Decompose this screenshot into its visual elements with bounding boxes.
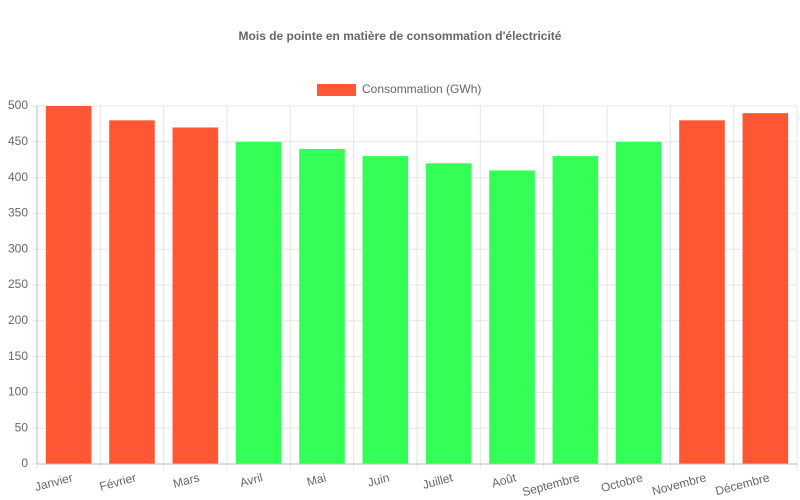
y-tick-label: 400 xyxy=(8,170,28,184)
x-tick-label: Mai xyxy=(305,470,327,489)
bar xyxy=(615,141,662,465)
y-tick-label: 250 xyxy=(8,277,28,291)
bar xyxy=(489,170,535,464)
bar xyxy=(679,120,725,464)
bar xyxy=(172,127,219,464)
y-tick-label: 350 xyxy=(8,206,28,220)
legend-swatch xyxy=(317,84,356,96)
y-tick-label: 500 xyxy=(8,98,28,112)
bar xyxy=(45,106,92,464)
x-tick-label: Mars xyxy=(172,470,201,490)
bar xyxy=(299,148,345,464)
y-tick-label: 100 xyxy=(8,385,28,399)
y-tick-label: 150 xyxy=(8,349,28,363)
x-tick-label: Juin xyxy=(366,470,391,489)
chart-title: Mois de pointe en matière de consommatio… xyxy=(239,29,562,43)
bar xyxy=(109,120,155,464)
y-tick-label: 200 xyxy=(8,313,28,327)
legend-label: Consommation (GWh) xyxy=(362,82,481,96)
bar xyxy=(552,156,599,464)
bar xyxy=(425,163,472,464)
x-tick-label: Avril xyxy=(238,470,264,490)
y-tick-label: 450 xyxy=(8,134,28,148)
y-tick-label: 0 xyxy=(21,456,28,470)
bar xyxy=(742,113,789,464)
bar xyxy=(235,141,282,465)
y-tick-label: 50 xyxy=(15,420,29,434)
x-tick-label: Août xyxy=(490,470,518,490)
y-tick-label: 300 xyxy=(8,241,28,255)
bar xyxy=(362,156,409,464)
